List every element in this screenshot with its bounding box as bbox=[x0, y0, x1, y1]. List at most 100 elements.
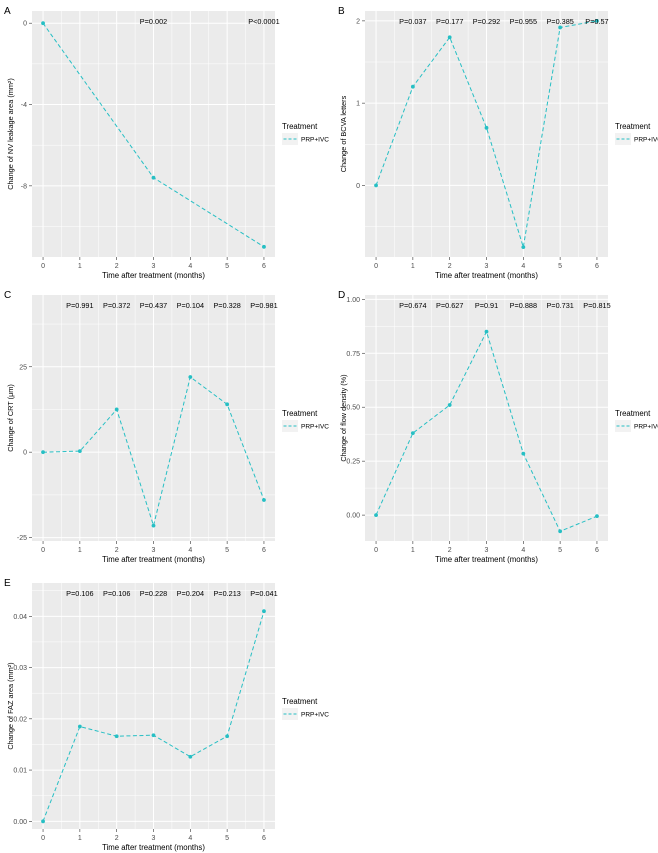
x-tick-label: 2 bbox=[448, 263, 452, 270]
panel-letter: D bbox=[338, 290, 345, 301]
data-point bbox=[41, 819, 45, 824]
data-point bbox=[484, 125, 489, 130]
y-tick-label: 1 bbox=[356, 101, 360, 108]
data-point bbox=[188, 375, 193, 379]
y-tick-label: -4 bbox=[21, 102, 27, 109]
p-value-label: P=0.991 bbox=[66, 301, 93, 310]
x-tick-label: 2 bbox=[448, 547, 452, 554]
y-axis-title: Change of BCVA letters bbox=[339, 95, 348, 172]
data-point bbox=[262, 244, 266, 249]
data-point bbox=[558, 25, 563, 30]
x-axis-title: Time after treatment (months) bbox=[435, 555, 538, 564]
p-value-label: P=0.292 bbox=[473, 17, 500, 26]
data-point bbox=[374, 513, 378, 518]
panel-letter: A bbox=[4, 6, 11, 17]
p-value-label: P=0.328 bbox=[213, 301, 240, 310]
x-tick-label: 4 bbox=[521, 263, 525, 270]
chart-panel-b: B 0 1 2 3 4 5 6 0 1 2 P=0.037 P=0.177 P=0.292 P=0.955 P… bbox=[338, 6, 658, 280]
panel-letter: E bbox=[4, 578, 11, 589]
x-tick-label: 2 bbox=[115, 835, 119, 842]
y-axis-title: Change of flow density (%) bbox=[339, 374, 348, 461]
p-value-label: P=0.815 bbox=[583, 301, 610, 310]
x-tick-label: 4 bbox=[521, 547, 525, 554]
data-point bbox=[262, 609, 266, 614]
x-tick-label: 2 bbox=[115, 263, 119, 270]
p-value-label: P=0.037 bbox=[399, 17, 426, 26]
y-tick-label: 0 bbox=[356, 183, 360, 190]
data-point bbox=[521, 245, 526, 250]
x-tick-label: 5 bbox=[225, 835, 229, 842]
x-axis-title: Time after treatment (months) bbox=[435, 271, 538, 280]
x-tick-label: 5 bbox=[225, 263, 229, 270]
y-tick-label: 0.01 bbox=[13, 768, 27, 775]
x-tick-label: 3 bbox=[152, 835, 156, 842]
x-tick-label: 6 bbox=[595, 547, 599, 554]
p-value-label: P=0.204 bbox=[177, 589, 204, 598]
p-value-label: P=0.385 bbox=[546, 17, 573, 26]
y-tick-label: 0.04 bbox=[13, 614, 27, 621]
y-tick-label: 0.00 bbox=[346, 513, 360, 520]
p-value-label: P=0.041 bbox=[250, 589, 277, 598]
chart-panel-e: E 0 1 2 3 4 5 6 0.00 0.01 0.02 0.03 0.04 P=0.106 P=0.1… bbox=[4, 578, 329, 852]
legend-label: PRP+IVC bbox=[301, 137, 329, 144]
data-point bbox=[114, 734, 119, 739]
data-point bbox=[447, 403, 452, 407]
y-tick-label: 0 bbox=[23, 450, 27, 457]
p-value-label: P<0.0001 bbox=[248, 17, 279, 26]
p-value-label: P=0.177 bbox=[436, 17, 463, 26]
panel-letter: B bbox=[338, 6, 345, 17]
legend-label: PRP+IVC bbox=[634, 424, 658, 431]
x-tick-label: 0 bbox=[41, 835, 45, 842]
p-value-label: P=0.731 bbox=[546, 301, 573, 310]
p-value-label: P=0.213 bbox=[213, 589, 240, 598]
x-tick-label: 6 bbox=[595, 263, 599, 270]
data-point bbox=[188, 754, 193, 759]
p-value-label: P=0.981 bbox=[250, 301, 277, 310]
data-point bbox=[595, 514, 599, 519]
y-tick-label: 0.00 bbox=[13, 819, 27, 826]
y-tick-label: 1.00 bbox=[346, 297, 360, 304]
data-point bbox=[484, 329, 489, 334]
data-point bbox=[41, 450, 45, 455]
y-tick-label: -25 bbox=[17, 535, 27, 542]
x-tick-label: 3 bbox=[152, 547, 156, 554]
data-point bbox=[225, 402, 230, 407]
y-tick-label: 0.25 bbox=[346, 459, 360, 466]
data-point bbox=[374, 183, 378, 188]
data-point bbox=[521, 451, 526, 456]
legend-label: PRP+IVC bbox=[301, 424, 329, 431]
chart-panel-d: D 0 1 2 3 4 5 6 0.00 0.25 0.50 0.75 1.00 P=0.674 P=0.6… bbox=[338, 290, 658, 564]
x-tick-label: 3 bbox=[485, 263, 489, 270]
p-value-label: P=0.372 bbox=[103, 301, 130, 310]
x-axis-title: Time after treatment (months) bbox=[102, 555, 205, 564]
legend: Treatment PRP+IVC bbox=[282, 409, 329, 432]
x-tick-label: 6 bbox=[262, 547, 266, 554]
p-value-label: P=0.228 bbox=[140, 589, 167, 598]
chart-panel-c: C 0 1 2 3 4 5 6 -25 0 25 P=0.991 P=0.372 P=0.437 P=0.1… bbox=[4, 290, 329, 564]
data-point bbox=[410, 84, 415, 89]
legend-title: Treatment bbox=[615, 409, 651, 418]
legend-title: Treatment bbox=[282, 697, 318, 706]
p-value-label: P=0.674 bbox=[399, 301, 426, 310]
p-value-label: P=0.57 bbox=[585, 17, 608, 26]
legend: Treatment PRP+IVC bbox=[282, 122, 329, 145]
panel-letter: C bbox=[4, 290, 11, 301]
legend-title: Treatment bbox=[282, 122, 318, 131]
x-tick-label: 1 bbox=[78, 547, 82, 554]
data-point bbox=[114, 407, 119, 412]
legend: Treatment PRP+IVC bbox=[615, 409, 658, 432]
x-tick-label: 4 bbox=[188, 263, 192, 270]
x-tick-label: 5 bbox=[558, 547, 562, 554]
data-point bbox=[77, 724, 82, 729]
p-value-label: P=0.627 bbox=[436, 301, 463, 310]
x-tick-label: 0 bbox=[41, 263, 45, 270]
x-tick-label: 6 bbox=[262, 835, 266, 842]
data-point bbox=[41, 21, 45, 26]
x-tick-label: 1 bbox=[78, 835, 82, 842]
x-axis-title: Time after treatment (months) bbox=[102, 271, 205, 280]
data-point bbox=[151, 733, 156, 738]
p-value-label: P=0.91 bbox=[475, 301, 498, 310]
data-point bbox=[262, 498, 266, 502]
y-axis-title: Change of FAZ area (mm²) bbox=[6, 662, 15, 749]
